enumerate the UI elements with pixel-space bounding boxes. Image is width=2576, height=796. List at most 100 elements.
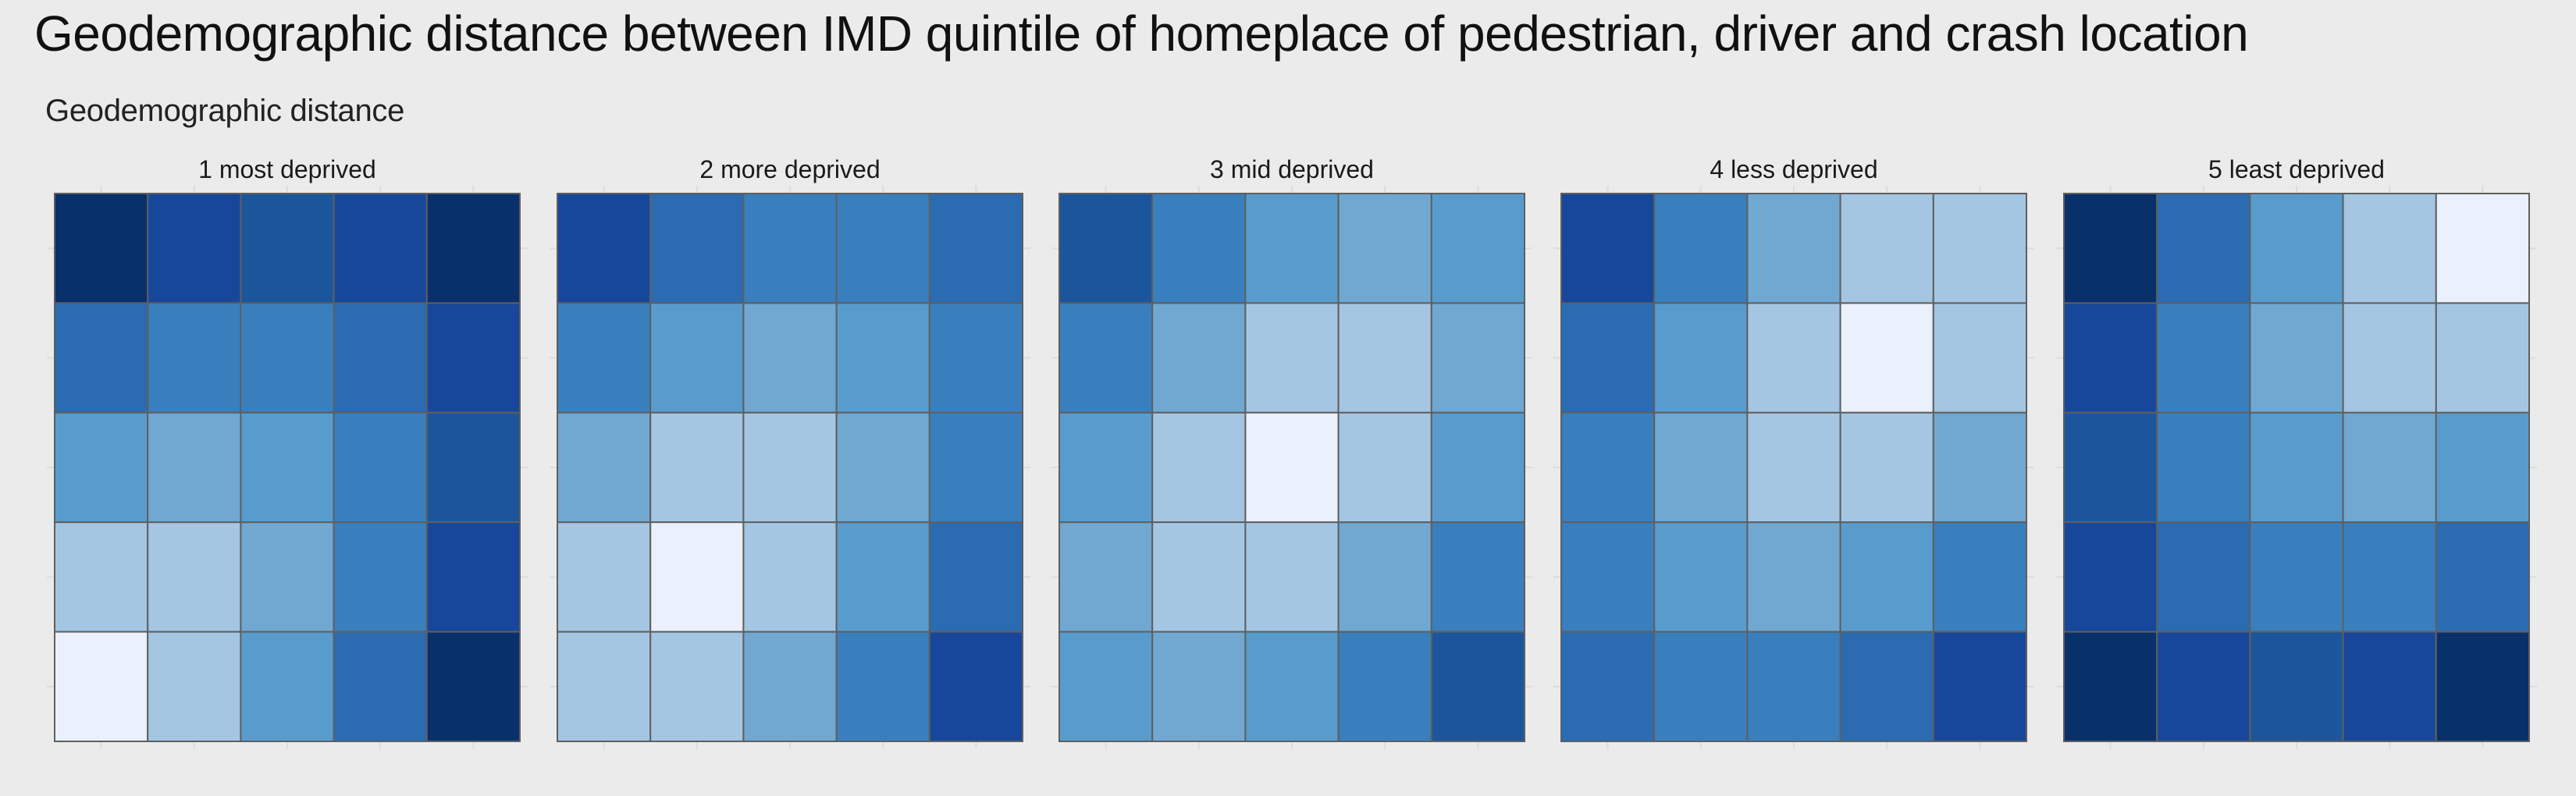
heatmap-cell: [1746, 302, 1841, 414]
heatmap-cell: [557, 631, 652, 742]
heatmap-cell: [649, 193, 745, 304]
heatmap-cell: [1839, 302, 1934, 414]
heatmap-cell: [1932, 302, 2028, 414]
heatmap-cell: [2156, 631, 2251, 742]
heatmap-cell: [2156, 411, 2251, 524]
heatmap-cell: [2156, 193, 2251, 304]
heatmap-cell: [835, 193, 930, 304]
heatmap-cell: [1337, 193, 1432, 304]
heatmap-cell: [1430, 411, 1526, 524]
heatmap-cell: [147, 521, 242, 633]
heatmap-cell: [54, 411, 149, 524]
heatmap-cell: [333, 193, 428, 304]
heatmap-cell: [1560, 631, 1656, 742]
heatmap-cell: [1560, 193, 1656, 304]
chart-subtitle: Geodemographic distance: [45, 94, 405, 128]
heatmap-cell: [54, 631, 149, 742]
heatmap-cell: [1839, 631, 1934, 742]
heatmap-cell: [1932, 631, 2028, 742]
heatmap-cell: [2063, 302, 2158, 414]
heatmap-cell: [1244, 631, 1340, 742]
heatmap-cell: [557, 302, 652, 414]
heatmap-cell: [1244, 411, 1340, 524]
heatmap-cell: [742, 521, 838, 633]
heatmap-cell: [1932, 193, 2028, 304]
heatmap-cell: [1746, 411, 1841, 524]
heatmap-cell: [54, 302, 149, 414]
heatmap-cell: [1746, 521, 1841, 633]
heatmap-cell: [1151, 411, 1247, 524]
heatmap-cell: [557, 411, 652, 524]
heatmap-cell: [742, 302, 838, 414]
heatmap-cell: [425, 411, 521, 524]
heatmap-cell: [2063, 193, 2158, 304]
heatmap-cell: [1244, 302, 1340, 414]
heatmap-cell: [1839, 521, 1934, 633]
heatmap-cell: [1430, 521, 1526, 633]
heatmap-cell: [1337, 302, 1432, 414]
heatmap-cell: [1151, 302, 1247, 414]
heatmap-cell: [1244, 193, 1340, 304]
heatmap-cell: [2156, 521, 2251, 633]
heatmap-cell: [1653, 631, 1749, 742]
heatmap-cell: [240, 193, 335, 304]
panel-label: 1 most deprived: [198, 155, 376, 183]
heatmap-panel: 2 more deprived: [550, 155, 1030, 749]
heatmap-cell: [1430, 193, 1526, 304]
heatmap-cell: [2249, 631, 2344, 742]
heatmap-cell: [1653, 302, 1749, 414]
heatmap-cell: [1337, 411, 1432, 524]
heatmap-cell: [147, 193, 242, 304]
heatmap-cell: [742, 193, 838, 304]
heatmap-cell: [649, 631, 745, 742]
heatmap-cell: [425, 631, 521, 742]
heatmap-cell: [557, 521, 652, 633]
heatmap-cell: [1151, 521, 1247, 633]
heatmap-cell: [147, 302, 242, 414]
heatmap-cell: [2435, 631, 2531, 742]
heatmap-cell: [2063, 521, 2158, 633]
heatmap-cell: [1746, 193, 1841, 304]
heatmap-cell: [240, 411, 335, 524]
heatmap-panel: 4 less deprived: [1553, 155, 2034, 749]
heatmap-cell: [2249, 521, 2344, 633]
heatmap-cell: [1653, 521, 1749, 633]
heatmap-cell: [1059, 193, 1154, 304]
heatmap-cell: [1746, 631, 1841, 742]
heatmap-cell: [742, 631, 838, 742]
heatmap-cell: [2435, 521, 2531, 633]
heatmap-cell: [1151, 193, 1247, 304]
heatmap-cell: [557, 193, 652, 304]
heatmap-cell: [1839, 193, 1934, 304]
heatmap-cell: [333, 631, 428, 742]
heatmap-cell: [1560, 411, 1656, 524]
heatmap-cell: [835, 631, 930, 742]
heatmap-cell: [928, 302, 1024, 414]
heatmap-panel: 1 most deprived: [47, 155, 528, 749]
heatmap-cell: [1430, 302, 1526, 414]
heatmap-cell: [425, 521, 521, 633]
chart-title: Geodemographic distance between IMD quin…: [34, 5, 2249, 62]
heatmap-cell: [425, 193, 521, 304]
heatmap-cell: [1059, 411, 1154, 524]
heatmap-cell: [1932, 521, 2028, 633]
heatmap-cell: [1932, 411, 2028, 524]
heatmap-cell: [147, 411, 242, 524]
heatmap-cell: [2435, 193, 2531, 304]
heatmap-cell: [2342, 631, 2437, 742]
panel-label: 4 less deprived: [1710, 155, 1877, 183]
heatmap-cell: [240, 631, 335, 742]
heatmap-cell: [1059, 631, 1154, 742]
heatmap-cell: [649, 411, 745, 524]
heatmap-cell: [333, 302, 428, 414]
heatmap-cell: [928, 521, 1024, 633]
heatmap-cell: [2435, 302, 2531, 414]
heatmap-cell: [333, 521, 428, 633]
heatmap-cell: [425, 302, 521, 414]
heatmap-cell: [2249, 193, 2344, 304]
heatmap-panel: 3 mid deprived: [1051, 155, 1532, 749]
heatmap-cell: [928, 411, 1024, 524]
panel-label: 5 least deprived: [2208, 155, 2385, 183]
heatmap-cell: [1839, 411, 1934, 524]
heatmap-cell: [54, 521, 149, 633]
